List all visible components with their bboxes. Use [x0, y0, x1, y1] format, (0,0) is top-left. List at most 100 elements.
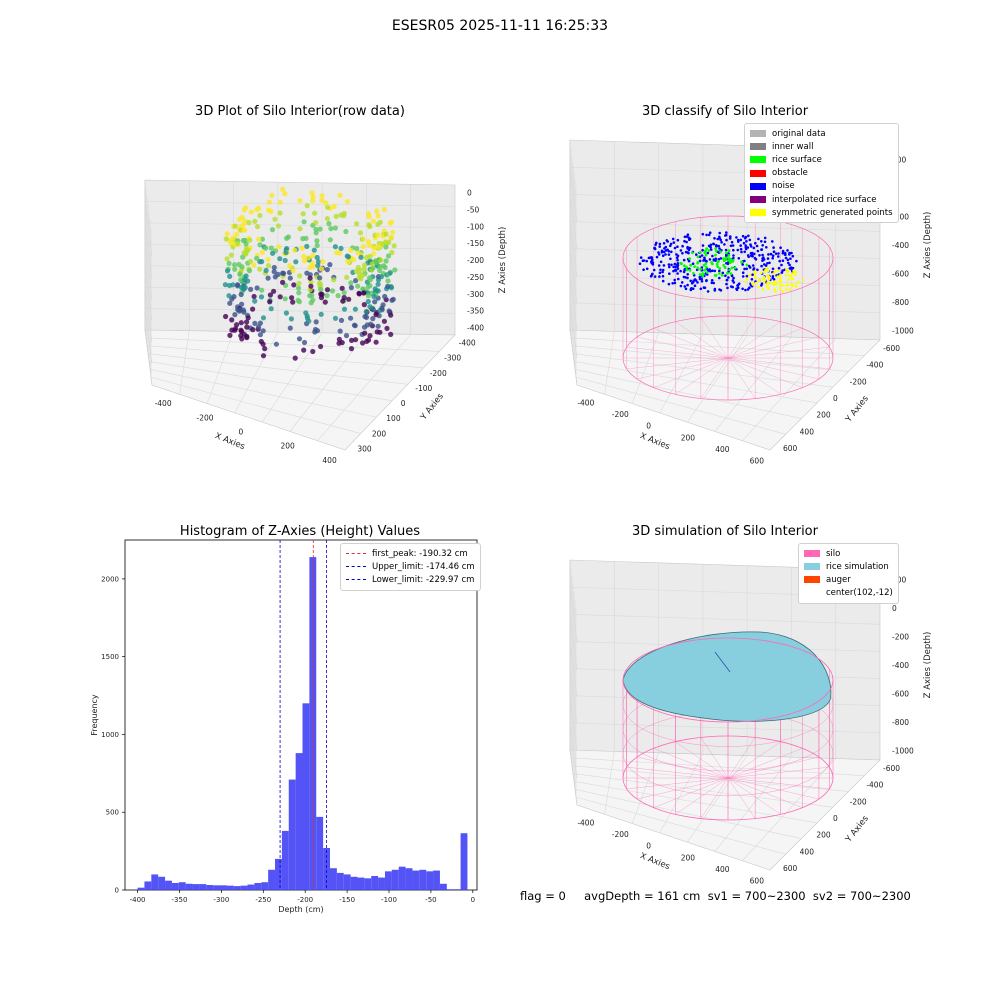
raw-data-point	[383, 244, 389, 250]
classify-noise-point	[756, 249, 760, 253]
raw-data-point	[377, 329, 383, 335]
raw-data-point	[378, 257, 384, 263]
sim-grid-line	[575, 796, 786, 855]
raw-data-point	[390, 229, 396, 235]
classify-symmetric-point	[789, 273, 792, 277]
classify-noise-point	[767, 253, 770, 256]
raw-data-point	[317, 275, 323, 281]
sim-ytick-label: -400	[866, 781, 883, 790]
sim-ztick-label: 0	[892, 604, 897, 613]
legend-swatch	[750, 209, 766, 217]
legend-label: symmetric generated points	[772, 207, 893, 218]
histogram-bar	[336, 872, 344, 890]
classify-rice-point	[702, 263, 706, 267]
classify-symmetric-point	[765, 284, 768, 288]
classify-rice-point	[740, 260, 743, 264]
classify-rice-point	[703, 268, 707, 272]
sim-grid-line	[631, 752, 659, 824]
classify-noise-point	[760, 264, 763, 268]
classify-xtick-label: -200	[612, 410, 629, 419]
raw-data-point	[373, 260, 379, 266]
raw-data-point	[289, 295, 295, 301]
classify-noise-point	[667, 282, 671, 286]
raw-ytick-label: -400	[459, 339, 476, 348]
raw-data-point	[360, 272, 366, 278]
raw-data-point	[262, 346, 268, 352]
raw-data-point	[284, 235, 290, 241]
classify-rice-point	[714, 247, 718, 250]
classify-noise-point	[664, 245, 668, 249]
classify-rice-point	[718, 267, 722, 270]
classify-symmetric-point	[767, 287, 770, 291]
classify-rice-point	[696, 255, 700, 259]
classify-noise-point	[751, 264, 755, 267]
classify-noise-point	[717, 244, 720, 248]
classify-grid-line	[569, 275, 881, 287]
legend-label: obstacle	[772, 168, 808, 179]
raw-data-point	[366, 214, 372, 220]
classify-noise-point	[657, 264, 661, 267]
raw-data-point	[272, 216, 278, 222]
raw-data-point	[308, 300, 314, 306]
raw-data-point	[365, 293, 371, 299]
classify-symmetric-point	[760, 271, 763, 275]
histogram-ytick-label: 0	[115, 887, 119, 895]
classify-noise-point	[649, 256, 652, 260]
raw-data-point	[259, 287, 265, 293]
classify-noise-point	[725, 238, 728, 242]
classify-noise-point	[761, 257, 764, 260]
sim-grid-line	[687, 755, 748, 843]
raw-data-point	[223, 313, 229, 320]
classify-noise-point	[729, 235, 732, 238]
raw-data-point	[385, 253, 392, 259]
raw-data-point	[355, 264, 361, 271]
raw-data-point	[375, 213, 381, 219]
histogram-xtick-label: -300	[213, 896, 229, 904]
classify-grid-line	[575, 376, 786, 435]
classify-noise-point	[777, 255, 780, 258]
raw-grid-line	[150, 376, 361, 434]
classify-grid-line	[573, 361, 818, 404]
classify-noise-point	[689, 288, 693, 291]
raw-data-point	[232, 327, 238, 333]
sim-silo-wire	[700, 777, 729, 819]
raw-data-point	[292, 247, 298, 253]
histogram-bar	[384, 871, 392, 890]
raw-data-point	[269, 192, 275, 199]
classify-noise-point	[650, 274, 653, 277]
classify-silo-wire	[727, 328, 803, 359]
raw-data-point	[349, 337, 355, 343]
classify-noise-point	[739, 238, 743, 242]
classify-noise-point	[781, 249, 785, 253]
classify-noise-point	[736, 248, 740, 252]
raw-data-point	[246, 268, 253, 274]
histogram-legend: first_peak: -190.32 cm Upper_limit: -174.…	[340, 543, 481, 591]
histogram-xtick-label: -350	[172, 896, 188, 904]
raw-data-point	[331, 203, 337, 209]
raw-data-point	[310, 198, 316, 204]
classify-noise-point	[744, 288, 747, 292]
classify-noise-point	[639, 256, 643, 259]
sim-grid-line	[714, 756, 792, 852]
raw-data-point	[319, 193, 325, 199]
classify-rice-point	[729, 272, 733, 276]
classify-noise-point	[781, 269, 784, 272]
raw-data-point	[367, 242, 373, 248]
raw-data-point	[319, 197, 325, 203]
legend-swatch	[346, 566, 366, 568]
classify-noise-point	[655, 255, 659, 259]
histogram-bar	[137, 887, 145, 890]
classify-xtick-label: -400	[577, 398, 594, 407]
raw-data-point	[318, 343, 324, 350]
classify-symmetric-point	[767, 277, 771, 281]
classify-symmetric-point	[773, 288, 777, 292]
raw-data-point	[227, 332, 233, 338]
raw-data-point	[296, 336, 303, 342]
sim-silo-wire	[653, 748, 729, 779]
raw-data-point	[304, 243, 310, 249]
classify-symmetric-point	[766, 281, 769, 284]
classify-noise-point	[740, 250, 743, 254]
classify-zlabel: Z Axies (Depth)	[923, 212, 933, 279]
classify-silo-wire	[653, 328, 729, 359]
